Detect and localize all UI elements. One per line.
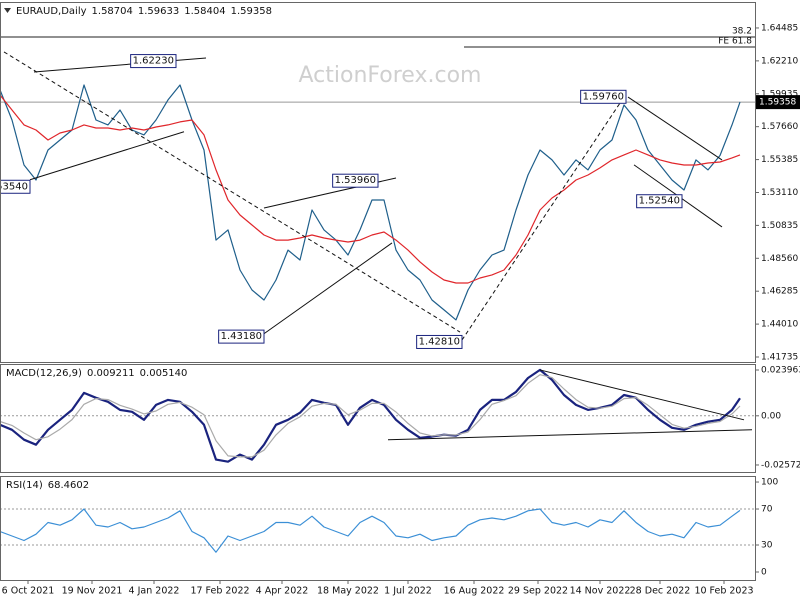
panel: ActionForex.com 38.2FE 61.8 1.62230 1.53540… bbox=[0, 27, 755, 349]
y-tick-label: 1.59935 bbox=[761, 89, 798, 99]
trendline bbox=[261, 242, 393, 336]
series-line bbox=[0, 368, 741, 463]
indicator-readout: 0.005140 bbox=[140, 368, 188, 379]
annotation-box bbox=[416, 334, 463, 349]
y-tick-label: 1.46285 bbox=[761, 287, 798, 297]
trendline bbox=[539, 369, 745, 421]
y-tick-label: 100 bbox=[761, 478, 778, 488]
annotation-box bbox=[636, 194, 683, 209]
annotation-label: 1.59760 bbox=[583, 91, 624, 102]
y-tick-label: 1.57660 bbox=[761, 122, 798, 132]
trendline bbox=[33, 57, 207, 73]
fib-label: 38.2 bbox=[732, 27, 752, 37]
y-tick-label: 1.53110 bbox=[761, 188, 798, 198]
trendline bbox=[3, 51, 461, 333]
y-tick-label: 1.48560 bbox=[761, 254, 798, 264]
ohlc-value: 1.59358 bbox=[231, 6, 272, 17]
y-tick-label: 1.62210 bbox=[761, 56, 798, 66]
trendline bbox=[29, 131, 185, 181]
y-tick-label: 1.64485 bbox=[761, 23, 798, 33]
annotation-label: 1.53960 bbox=[335, 175, 376, 186]
indicator-readout: 68.4602 bbox=[48, 480, 89, 491]
y-tick-label: 1.55385 bbox=[761, 155, 798, 165]
panel-title: RSI(14) bbox=[6, 480, 43, 491]
x-tick-label: 1 Jul 2022 bbox=[384, 586, 432, 597]
y-tick-label: 1.50835 bbox=[761, 221, 798, 231]
x-tick-label: 16 Aug 2022 bbox=[444, 586, 505, 597]
x-tick-label: 6 Oct 2021 bbox=[2, 586, 55, 597]
panel-frame bbox=[0, 2, 756, 363]
menu-icon bbox=[4, 8, 11, 13]
annotation-label: 1.52540 bbox=[639, 196, 680, 207]
ohlc-value: 1.58404 bbox=[184, 6, 225, 17]
annotation-box bbox=[218, 329, 265, 344]
y-tick-label: 70 bbox=[761, 505, 773, 515]
trendline bbox=[387, 429, 753, 441]
y-tick-label: -0.025726 bbox=[761, 460, 800, 470]
y-tick-label: 0.00 bbox=[761, 411, 781, 421]
y-tick-label: 1.41735 bbox=[761, 353, 798, 363]
annotation-label: 1.62230 bbox=[133, 56, 174, 67]
last-price-label: 1.59358 bbox=[759, 98, 796, 108]
annotation-label: 1.42810 bbox=[419, 336, 460, 347]
y-tick-label: 1.44010 bbox=[761, 320, 798, 330]
watermark: ActionForex.com bbox=[299, 63, 482, 88]
x-tick-label: 29 Sep 2022 bbox=[508, 586, 568, 597]
indicator-readout: 0.009211 bbox=[87, 368, 135, 379]
annotation-label: 1.43180 bbox=[221, 331, 262, 342]
y-tick-label: 30 bbox=[761, 541, 773, 551]
series-line bbox=[0, 94, 741, 284]
panel bbox=[0, 368, 755, 463]
x-tick-label: 18 May 2022 bbox=[317, 586, 379, 597]
x-tick-label: 28 Dec 2022 bbox=[630, 586, 691, 597]
fib-label: FE 61.8 bbox=[718, 36, 752, 46]
panel-title: MACD(12,26,9) bbox=[6, 368, 82, 379]
last-price-box bbox=[756, 95, 800, 110]
panel-frame bbox=[0, 364, 756, 473]
panel-title: EURAUD,Daily bbox=[16, 6, 87, 17]
x-tick-label: 4 Jan 2022 bbox=[129, 586, 180, 597]
annotation-box bbox=[332, 173, 379, 188]
annotation-box bbox=[580, 89, 627, 104]
x-tick-label: 19 Nov 2021 bbox=[62, 586, 123, 597]
series-line bbox=[0, 84, 741, 321]
x-tick-label: 10 Feb 2023 bbox=[694, 586, 753, 597]
trendline bbox=[627, 96, 723, 161]
series-line bbox=[0, 374, 741, 458]
annotation-label: 1.53540 bbox=[0, 181, 28, 192]
x-tick-label: 14 Nov 2022 bbox=[570, 586, 631, 597]
x-tick-label: 17 Feb 2022 bbox=[190, 586, 249, 597]
series-line bbox=[0, 508, 741, 553]
y-tick-label: 0 bbox=[761, 567, 767, 577]
annotation-box bbox=[0, 179, 31, 194]
ohlc-value: 1.58704 bbox=[92, 6, 133, 17]
ohlc-value: 1.59633 bbox=[138, 6, 179, 17]
annotation-box bbox=[130, 54, 177, 69]
panel bbox=[0, 508, 755, 553]
x-tick-label: 4 Apr 2022 bbox=[256, 586, 309, 597]
panel-frame bbox=[0, 476, 756, 581]
y-tick-label: 0.023963 bbox=[761, 365, 800, 375]
